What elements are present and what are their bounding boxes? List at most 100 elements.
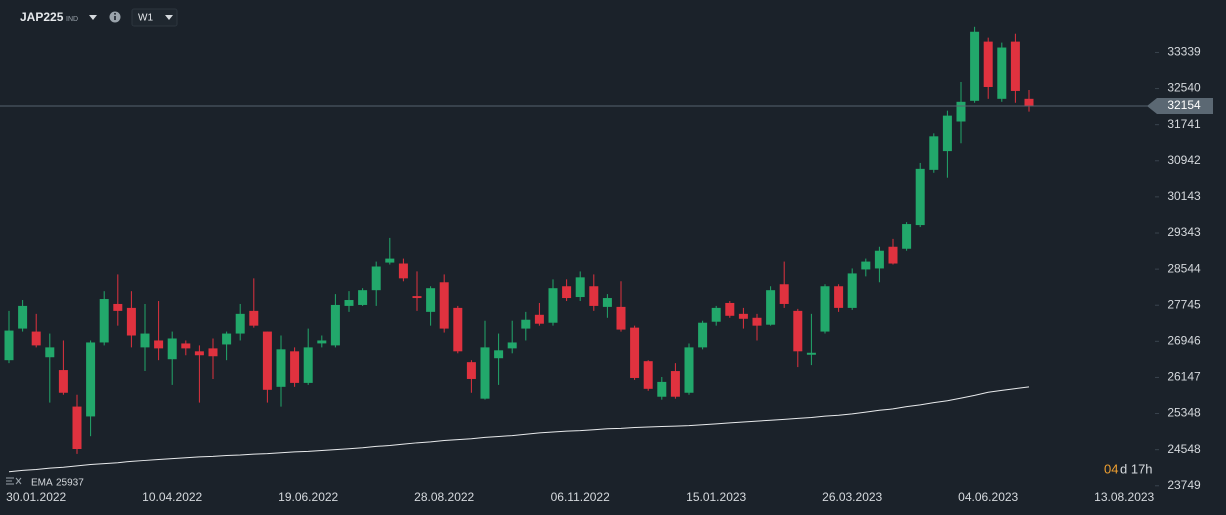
candle-body: [888, 246, 898, 264]
y-tick-label: 23749: [1167, 478, 1201, 492]
symbol[interactable]: JAP225: [20, 10, 64, 24]
candle-body: [58, 370, 68, 393]
candle-body: [31, 331, 41, 346]
y-tick-label: 27745: [1167, 297, 1201, 311]
current-price-tag: [1147, 98, 1213, 115]
legend-icon: [6, 477, 22, 485]
candle-body: [575, 277, 585, 298]
candle-body: [317, 340, 327, 344]
candle-body: [235, 313, 245, 334]
candle-body: [752, 317, 762, 326]
candle-body: [330, 304, 340, 346]
candle-body: [602, 298, 612, 307]
candle-body: [494, 350, 504, 359]
candle-body: [806, 352, 816, 355]
timeframe-box[interactable]: [131, 8, 178, 27]
candle-body: [18, 305, 28, 329]
candle-body: [126, 307, 136, 336]
candle-body: [902, 224, 912, 249]
candle-body: [997, 47, 1007, 99]
candle-body: [398, 263, 408, 279]
candle-body: [303, 347, 313, 383]
candle-body: [548, 288, 558, 323]
y-tick-label: 29343: [1167, 225, 1201, 239]
y-tick-label: 26946: [1167, 334, 1201, 348]
candle-body: [589, 286, 599, 306]
candle-body: [208, 348, 218, 357]
candle-body: [915, 168, 925, 226]
info-glyph: [114, 16, 116, 20]
y-tick-label: 24548: [1167, 442, 1201, 456]
candle-body: [45, 347, 55, 358]
candle-body: [983, 41, 993, 87]
candle-body: [670, 371, 680, 397]
candle-body: [181, 343, 191, 349]
candle-body: [4, 330, 14, 361]
x-tick-label: 28.08.2022: [414, 490, 474, 504]
candle-body: [371, 266, 381, 291]
x-tick-label: 26.03.2023: [822, 490, 882, 504]
candle-body: [534, 314, 544, 324]
candle-body: [290, 351, 300, 383]
candle-body: [793, 310, 803, 352]
exchange: IND: [66, 16, 78, 23]
candle-body: [426, 288, 436, 312]
candle-body: [616, 306, 626, 330]
candle-body: [358, 290, 368, 305]
candle-body: [711, 307, 721, 322]
candle-body: [630, 327, 640, 378]
ema-value: 25937: [56, 478, 84, 489]
y-tick-label: 33339: [1167, 45, 1201, 59]
candle-body: [154, 340, 164, 349]
x-tick-label: 19.06.2022: [278, 490, 338, 504]
candle-body: [466, 362, 476, 379]
candle-body: [72, 406, 82, 450]
candle-body: [956, 101, 966, 122]
y-tick-label: 32540: [1167, 81, 1201, 95]
y-tick-label: 25348: [1167, 406, 1201, 420]
candle-body: [385, 258, 395, 263]
ema-line: [8, 386, 1030, 473]
candle-body: [861, 261, 871, 270]
candle-body: [929, 136, 939, 170]
candle-body: [222, 333, 232, 345]
candle-body: [194, 351, 204, 356]
candle-body: [167, 338, 177, 360]
candle-body: [86, 342, 96, 417]
candle-body: [657, 381, 667, 397]
countdown-days: 04: [1104, 461, 1118, 476]
candle-body: [453, 307, 463, 352]
candle-body: [779, 284, 789, 304]
candle-body: [643, 361, 653, 389]
x-tick-label: 30.01.2022: [6, 490, 66, 504]
candle-body: [847, 273, 857, 308]
candle-body: [562, 286, 572, 299]
candle-body: [480, 347, 490, 399]
candle-body: [834, 286, 844, 308]
y-tick-label: 30143: [1167, 189, 1201, 203]
x-tick-label: 06.11.2022: [551, 490, 610, 504]
candle-body: [262, 331, 272, 390]
x-tick-label: 15.01.2023: [686, 490, 746, 504]
candle-body: [276, 349, 286, 387]
timeframe[interactable]: W1: [138, 13, 153, 24]
symbol-dropdown[interactable]: [89, 15, 97, 20]
countdown-rest: d 17h: [1120, 461, 1153, 476]
candle-body: [684, 347, 694, 393]
candle-body: [874, 250, 884, 269]
candle-body: [507, 342, 517, 349]
candle-body: [344, 300, 354, 306]
candle-body: [99, 299, 109, 343]
current-price-label: 32154: [1167, 98, 1201, 112]
candle-body: [1010, 41, 1020, 91]
candle-body: [412, 296, 422, 299]
candle-body: [249, 310, 259, 326]
x-tick-label: 13.08.2023: [1094, 490, 1154, 504]
ema-legend: EMA 25937: [6, 477, 84, 489]
y-tick-label: 30942: [1167, 153, 1201, 167]
timeframe-dropdown[interactable]: [165, 15, 173, 20]
info-glyph: [114, 13, 116, 15]
y-tick-label: 26147: [1167, 370, 1201, 384]
